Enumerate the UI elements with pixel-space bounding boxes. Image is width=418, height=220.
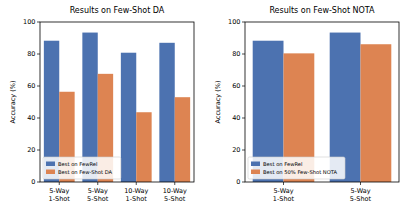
y-axis-label: Accuracy (%) <box>9 81 17 124</box>
x-tick-label: 5-Way1-Shot <box>49 187 71 203</box>
x-tick-label-line: 1-Shot <box>126 195 148 203</box>
x-tick-label-line: 5-Way <box>273 187 293 195</box>
y-tick-label: 80 <box>27 50 35 58</box>
x-tick-label-line: 10-Way <box>163 187 187 195</box>
x-tick-label-line: 5-Shot <box>350 195 372 203</box>
x-tick-label-line: 1-Shot <box>273 195 295 203</box>
y-tick-label: 0 <box>31 178 35 186</box>
legend-label: Best on FewRel <box>58 161 97 167</box>
x-tick-label-line: 5-Way <box>49 187 69 195</box>
y-tick-label: 0 <box>236 178 240 186</box>
legend-label: Best on FewRel <box>263 161 302 167</box>
bar <box>175 97 190 182</box>
bars <box>44 33 190 182</box>
bar <box>361 44 392 182</box>
y-tick <box>242 182 245 183</box>
y-tick <box>242 86 245 87</box>
legend-label: Best on Few-Shot DA <box>58 169 113 175</box>
legend-label: Best on 50% Few-Shot NOTA <box>263 169 338 175</box>
figure: Results on Few-Shot DA Accuracy (%) 0 20 40 6… <box>0 0 418 220</box>
y-tick <box>37 54 40 55</box>
y-tick <box>37 150 40 151</box>
legend-box <box>248 157 345 179</box>
x-tick-label-line: 5-Shot <box>87 195 109 203</box>
y-tick-label: 40 <box>232 114 240 122</box>
y-tick-label: 40 <box>27 114 35 122</box>
x-tick <box>97 182 98 185</box>
y-tick <box>37 86 40 87</box>
axes-frame <box>245 22 399 182</box>
y-tick-label: 60 <box>27 82 35 90</box>
x-tick <box>59 182 60 185</box>
bar <box>121 53 136 182</box>
y-tick <box>37 182 40 183</box>
y-tick-label: 100 <box>23 18 35 26</box>
x-tick-label-line: 5-Way <box>88 187 108 195</box>
y-tick-label: 20 <box>27 146 35 154</box>
y-tick-label: 60 <box>232 82 240 90</box>
x-tick-label-line: 10-Way <box>124 187 148 195</box>
legend-box <box>43 157 121 179</box>
y-tick-label: 20 <box>232 146 240 154</box>
legend-swatch <box>251 162 260 167</box>
axes-frame <box>40 22 194 182</box>
legend-swatch <box>46 162 55 167</box>
x-tick <box>360 182 361 185</box>
y-tick <box>37 118 40 119</box>
x-tick-label-line: 5-Way <box>350 187 370 195</box>
y-tick <box>242 22 245 23</box>
x-tick <box>283 182 284 185</box>
x-tick <box>136 182 137 185</box>
x-tick-label: 10-Way5-Shot <box>163 187 187 203</box>
y-tick-label: 80 <box>232 50 240 58</box>
y-tick <box>242 54 245 55</box>
x-tick-label-line: 5-Shot <box>164 195 186 203</box>
legend-swatch <box>251 170 260 175</box>
bar <box>159 43 174 182</box>
x-tick <box>174 182 175 185</box>
legend-swatch <box>46 170 55 175</box>
legend: Best on FewRel Best on Few-Shot DA <box>43 157 121 179</box>
y-tick-label: 100 <box>228 18 240 26</box>
bar <box>136 112 151 182</box>
x-tick-label: 5-Way5-Shot <box>350 187 372 203</box>
x-tick-label-line: 1-Shot <box>49 195 71 203</box>
x-tick-label: 10-Way1-Shot <box>124 187 148 203</box>
chart-title: Results on Few-Shot NOTA <box>269 6 375 15</box>
y-tick <box>242 118 245 119</box>
y-tick <box>37 22 40 23</box>
x-tick-label: 5-Way5-Shot <box>87 187 109 203</box>
chart-title: Results on Few-Shot DA <box>70 6 165 15</box>
legend: Best on FewRel Best on 50% Few-Shot NOTA <box>248 157 345 179</box>
x-tick-label: 5-Way1-Shot <box>273 187 295 203</box>
y-tick <box>242 150 245 151</box>
y-axis-label: Accuracy (%) <box>214 81 222 124</box>
